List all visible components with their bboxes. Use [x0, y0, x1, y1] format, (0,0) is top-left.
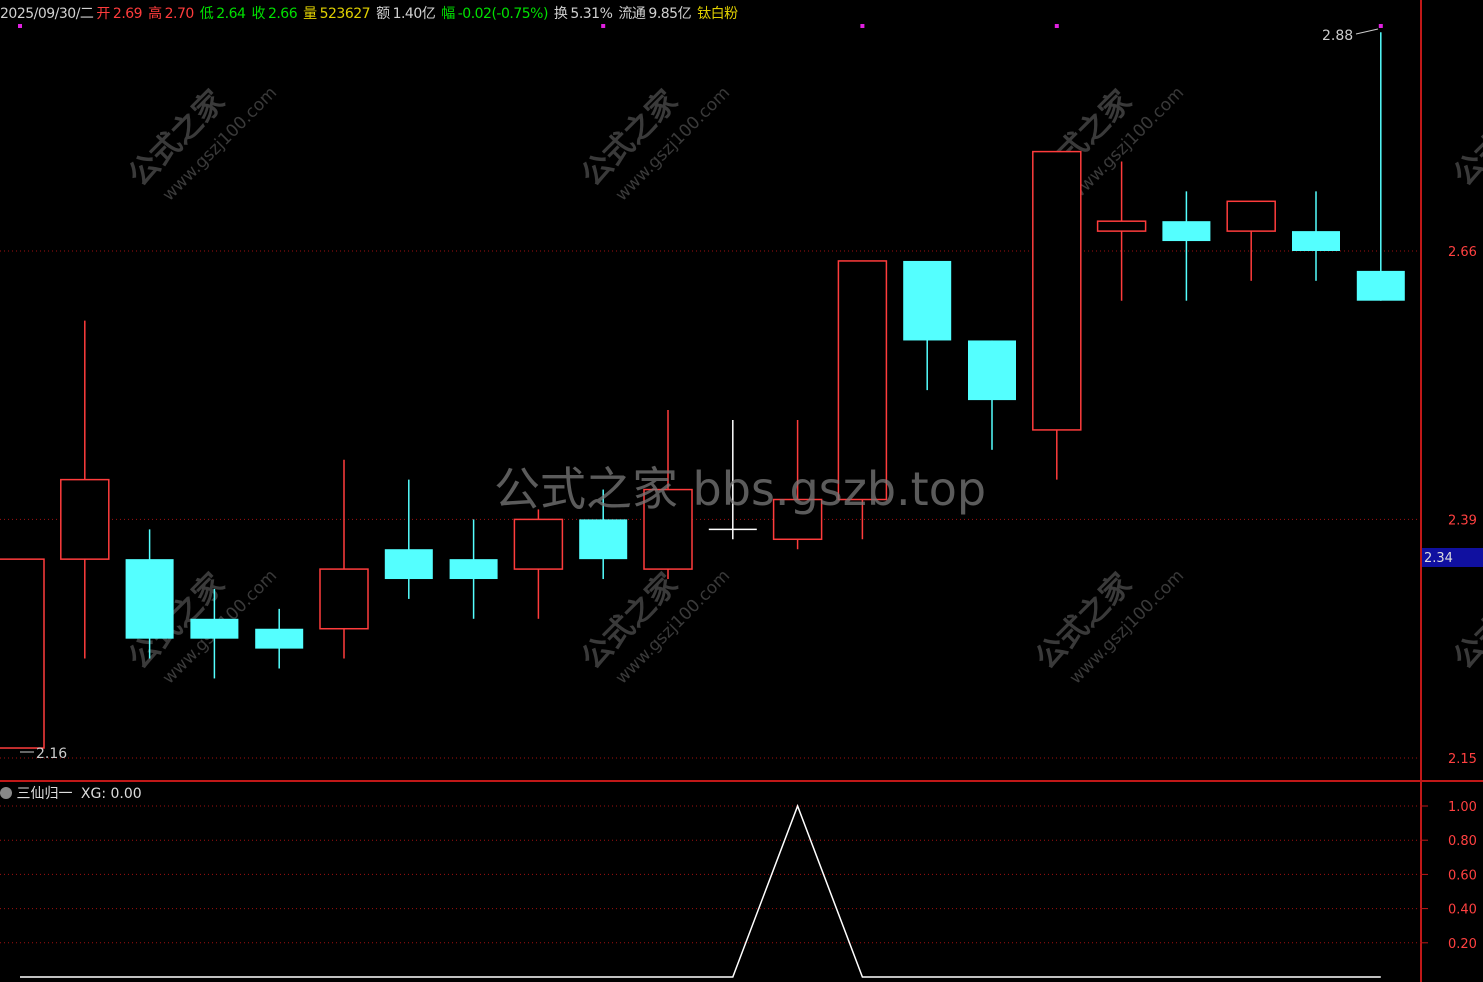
candle-body	[384, 549, 433, 580]
candle-body	[643, 488, 693, 570]
watermark-center: 公式之家 bbs.gszb.top	[494, 462, 986, 516]
turnover-label: 换	[553, 6, 568, 22]
indicator-axis-label: 0.60	[1448, 868, 1477, 883]
candle-body	[60, 478, 110, 560]
float-label: 流通	[618, 6, 646, 22]
xg-line	[20, 803, 1381, 978]
open-label: 开	[96, 6, 110, 22]
candle-body	[449, 559, 498, 580]
watermark-cn: 公式之家	[1447, 84, 1483, 194]
candle-body	[0, 558, 45, 749]
signal-marker	[1054, 24, 1059, 28]
indicator-value: XG: 0.00	[80, 786, 142, 802]
high-value: 2.70	[164, 6, 195, 22]
candle-body	[255, 628, 304, 649]
low-annotation: 2.16	[36, 746, 67, 762]
close-value: 2.66	[267, 6, 298, 22]
collapse-icon[interactable]	[0, 787, 12, 799]
low-value: 2.64	[216, 6, 246, 22]
amount-value: 1.40亿	[392, 6, 436, 22]
candle-body	[190, 618, 239, 639]
signal-marker	[601, 24, 606, 28]
high-label: 高	[148, 6, 162, 22]
low-label: 低	[199, 6, 214, 22]
candle-body	[1032, 150, 1082, 431]
current-price-label: 2.34	[1424, 551, 1453, 566]
change-value: -0.02(-0.75%)	[457, 6, 549, 22]
candle-body	[1162, 221, 1211, 242]
candle-body	[968, 340, 1016, 401]
price-axis-label: 2.66	[1448, 245, 1477, 260]
candle-body	[837, 260, 888, 501]
price-axis-label: 2.15	[1448, 752, 1477, 767]
high-annotation: 2.88	[1322, 28, 1353, 44]
open-value: 2.69	[112, 6, 143, 22]
change-label: 幅	[441, 6, 455, 22]
float-value: 9.85亿	[648, 6, 692, 22]
close-label: 收	[251, 6, 265, 22]
volume-value: 523627	[319, 6, 371, 22]
candle-body	[1226, 200, 1276, 232]
candle-body	[319, 568, 369, 630]
quote-header: 2025/09/30/二开 2.69 高 2.70 低 2.64 收 2.66 量 523627 额…	[0, 3, 741, 23]
signal-marker	[18, 24, 22, 28]
indicator-axis-label: 0.20	[1448, 937, 1477, 952]
volume-label: 量	[303, 6, 317, 22]
candle-body	[125, 559, 174, 639]
watermark-cn: 公式之家	[1447, 567, 1483, 677]
candle-body	[1356, 270, 1405, 301]
concept-tag[interactable]: 钛白粉	[697, 6, 738, 22]
candle-body	[1292, 231, 1340, 251]
indicator-axis-label: 1.00	[1448, 800, 1477, 815]
signal-marker	[1378, 24, 1383, 28]
signal-marker	[860, 24, 865, 28]
date: 2025/09/30/二	[0, 6, 94, 22]
turnover-value: 5.31%	[570, 6, 613, 22]
indicator-axis-label: 0.40	[1448, 903, 1477, 918]
candle-body	[513, 518, 564, 570]
candle-body	[903, 260, 952, 341]
indicator-axis-label: 0.80	[1448, 834, 1477, 849]
price-axis-label: 2.39	[1448, 513, 1477, 528]
indicator-name: 三仙归一	[16, 786, 73, 802]
candle-body	[1096, 220, 1147, 232]
candle-body	[772, 498, 823, 541]
high-annotation-arrow	[1355, 28, 1379, 35]
indicator-label: 三仙归一 XG: 0.00	[0, 783, 142, 803]
amount-label: 额	[376, 6, 390, 22]
candle-body	[579, 519, 628, 560]
current-price-box	[1422, 548, 1483, 567]
